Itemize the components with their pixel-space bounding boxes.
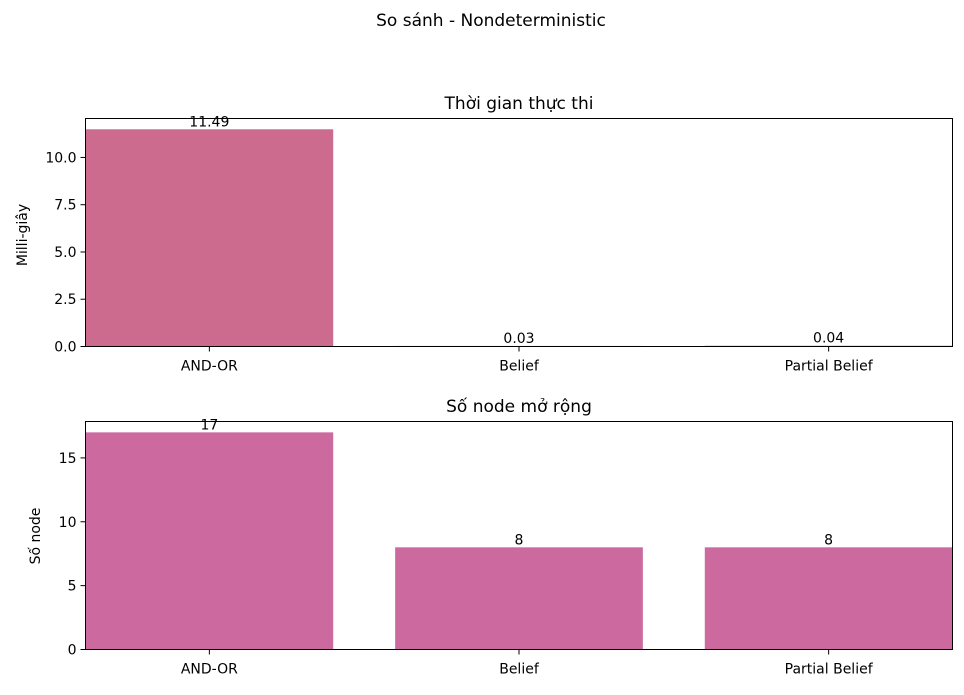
data-label: 0.03 — [503, 331, 534, 347]
x-tick-label: Partial Belief — [785, 662, 874, 678]
y-axis: 0 5 10 15 — [59, 451, 86, 659]
bar-partial-belief — [704, 547, 953, 650]
x-tick-label: Belief — [499, 359, 540, 375]
y-axis: 0.0 2.5 5.0 7.5 10.0 — [45, 150, 86, 356]
x-tick-label: Partial Belief — [785, 359, 874, 375]
chart-title: Thời gian thực thi — [444, 94, 594, 114]
x-tick-label: AND-OR — [181, 359, 238, 375]
figure-suptitle: So sánh - Nondeterministic — [376, 11, 606, 31]
y-tick-label: 15 — [59, 451, 77, 467]
y-axis-label: Milli-giây — [15, 204, 31, 266]
x-tick-label: AND-OR — [181, 662, 238, 678]
y-tick-label: 5 — [68, 579, 77, 595]
data-label: 17 — [200, 417, 218, 433]
bar-group: 11.49 0.03 0.04 — [85, 114, 953, 347]
y-tick-label: 5.0 — [54, 245, 76, 261]
x-axis: AND-OR Belief Partial Belief — [181, 649, 874, 678]
y-tick-label: 10.0 — [45, 150, 76, 166]
y-tick-label: 2.5 — [54, 292, 76, 308]
data-label: 8 — [515, 532, 524, 548]
y-tick-label: 7.5 — [54, 198, 76, 214]
y-tick-label: 0.0 — [54, 340, 76, 356]
x-tick-label: Belief — [499, 662, 540, 678]
chart-execution-time: Thời gian thực thi Milli-giây 11.49 0.03 0… — [15, 94, 953, 375]
bar-belief — [395, 547, 643, 650]
y-tick-label: 0 — [68, 643, 77, 659]
data-label: 0.04 — [813, 331, 844, 347]
bar-and-or — [85, 129, 334, 347]
chart-title: Số node mở rộng — [446, 396, 592, 417]
data-label: 8 — [824, 532, 833, 548]
bar-group: 178 8 — [85, 417, 953, 650]
x-axis: AND-OR Belief Partial Belief — [181, 346, 874, 375]
y-tick-label: 10 — [59, 515, 77, 531]
bar-and-or — [85, 432, 334, 650]
data-label: 11.49 — [189, 114, 229, 130]
y-axis-label: Số node — [27, 508, 44, 565]
